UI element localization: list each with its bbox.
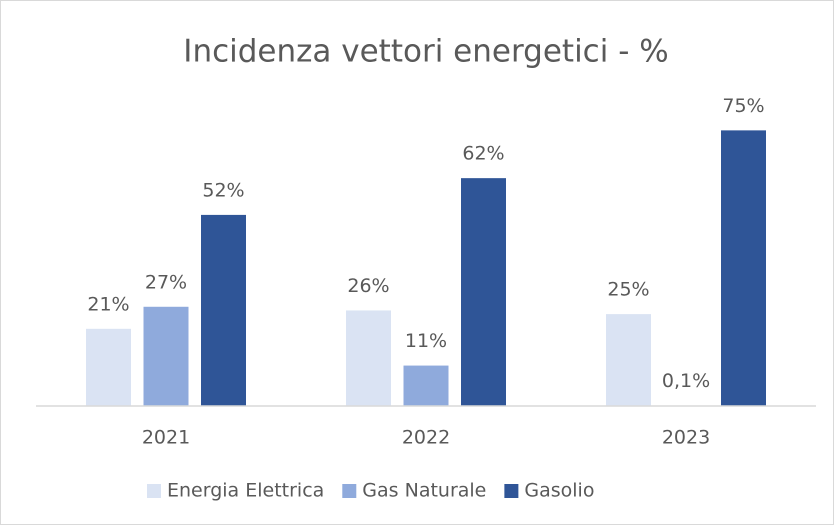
- legend-label: Gasolio: [524, 480, 594, 502]
- data-label: 75%: [722, 95, 764, 117]
- data-label: 11%: [405, 330, 447, 352]
- bar: [606, 314, 651, 406]
- bar: [86, 328, 131, 406]
- data-label: 0,1%: [662, 370, 710, 392]
- bar: [346, 310, 391, 406]
- bar: [461, 178, 506, 406]
- data-label: 21%: [87, 293, 129, 315]
- bar: [143, 306, 189, 406]
- data-label: 62%: [462, 143, 504, 165]
- x-tick-label: 2023: [662, 427, 710, 449]
- data-label: 52%: [202, 179, 244, 201]
- bar: [721, 130, 766, 406]
- x-tick-label: 2021: [142, 427, 190, 449]
- legend-label: Gas Naturale: [362, 480, 486, 502]
- legend-swatch: [147, 484, 161, 498]
- data-label: 26%: [347, 275, 389, 297]
- data-label: 25%: [607, 279, 649, 301]
- legend-swatch: [504, 484, 519, 498]
- x-tick-label: 2022: [402, 427, 450, 449]
- data-label: 27%: [145, 271, 187, 293]
- bar: [201, 214, 246, 406]
- legend-swatch: [342, 484, 357, 498]
- bar: [403, 365, 449, 406]
- chart-title: Incidenza vettori energetici - %: [183, 34, 668, 70]
- legend-label: Energia Elettrica: [167, 480, 324, 502]
